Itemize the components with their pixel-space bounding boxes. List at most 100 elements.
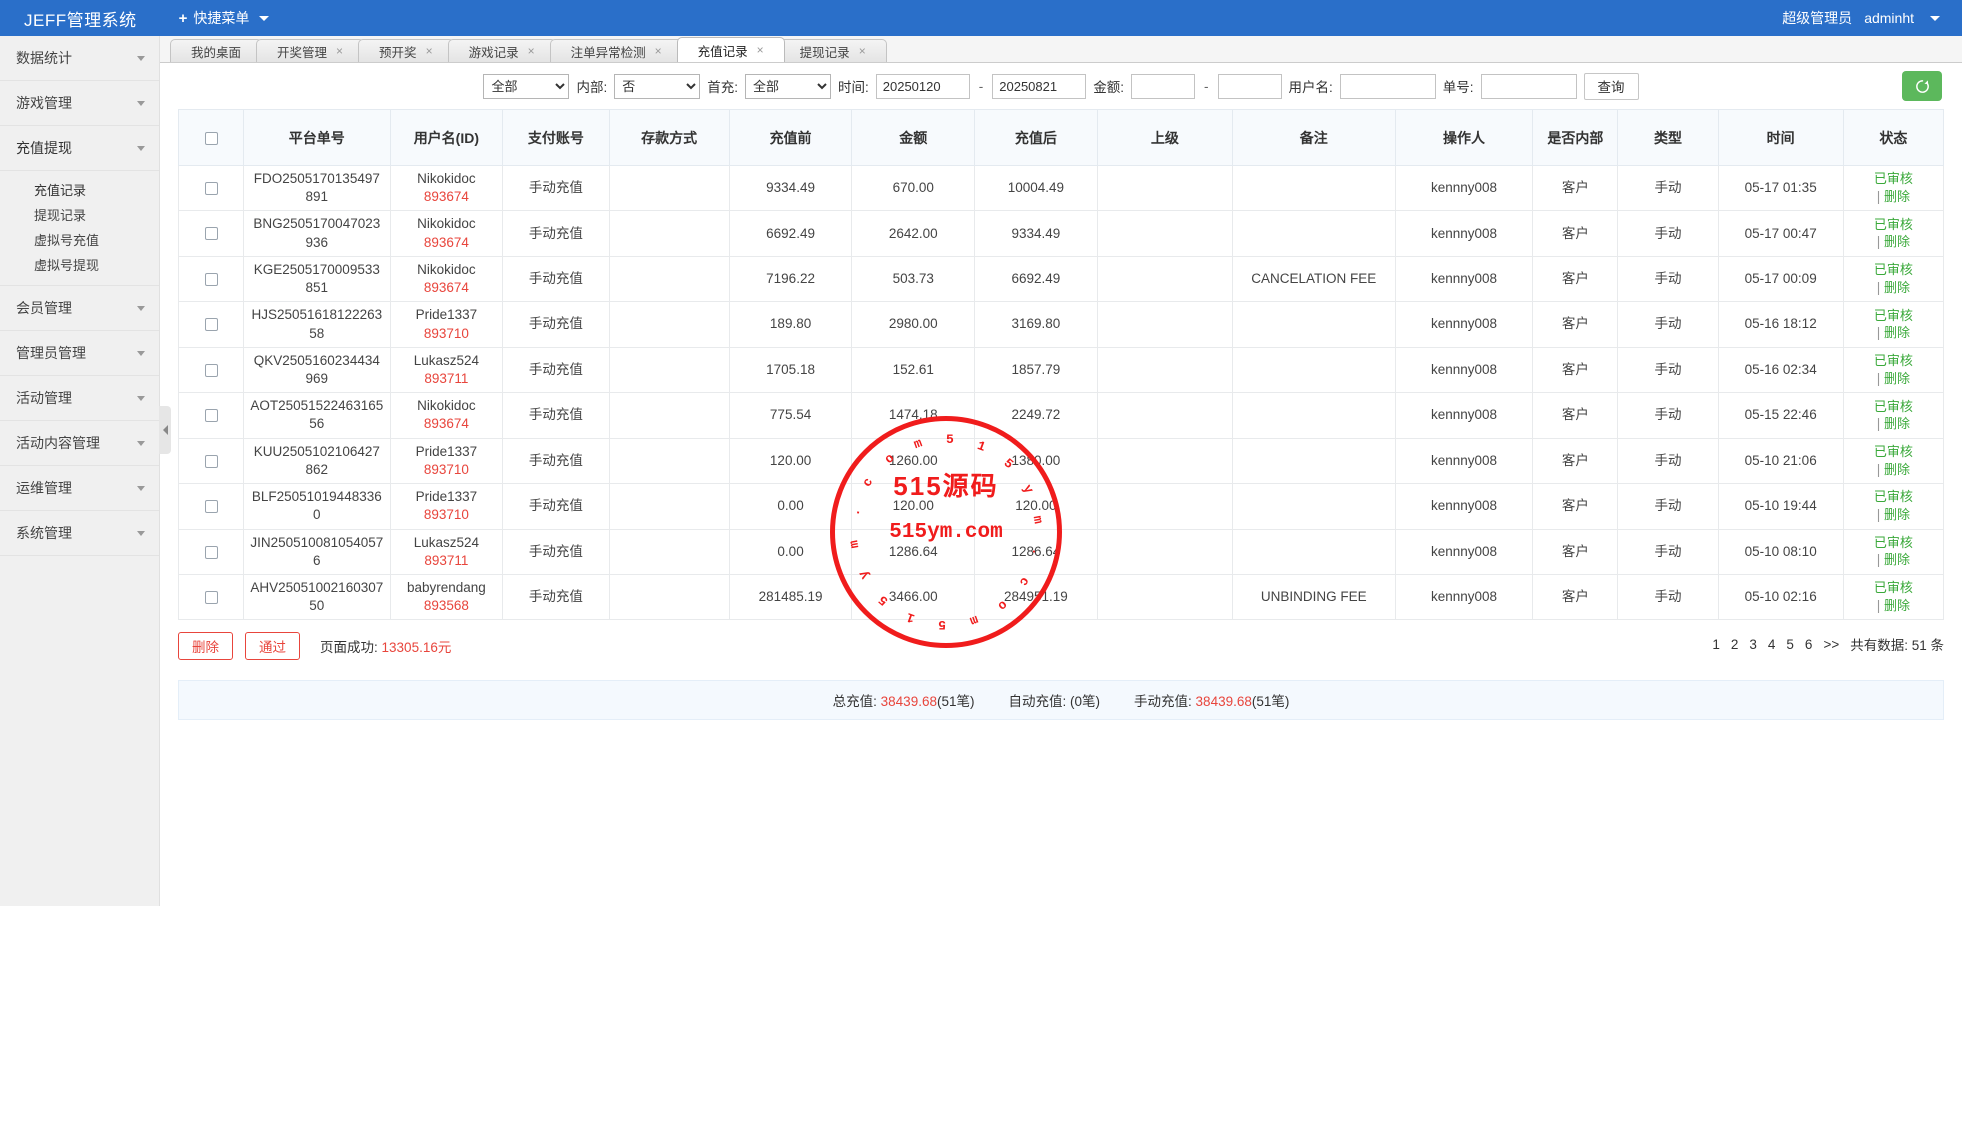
sidebar-item-admin-management[interactable]: 管理员管理: [0, 331, 159, 376]
status-separator: |: [1876, 552, 1884, 568]
page-link-1[interactable]: 1: [1712, 636, 1720, 652]
cell-parent: [1096, 528, 1233, 575]
quick-menu-label: 快捷菜单: [193, 10, 250, 26]
pass-selected-button[interactable]: 通过: [245, 632, 300, 661]
status-approved-link[interactable]: 已审核: [1873, 307, 1913, 323]
time-from-input[interactable]: [875, 73, 970, 99]
sidebar-subitem-virtual-withdraw[interactable]: 虚拟号提现: [34, 258, 100, 273]
row-checkbox[interactable]: [204, 227, 218, 241]
cell-note: [1231, 210, 1396, 257]
quick-menu-button[interactable]: + 快捷菜单: [179, 8, 270, 28]
row-checkbox[interactable]: [204, 182, 218, 196]
page-next-link[interactable]: >>: [1823, 636, 1840, 652]
cell-pay: 手动充值: [502, 346, 610, 394]
sidebar-collapse-handle[interactable]: [159, 406, 171, 454]
cell-note: [1231, 301, 1396, 348]
cell-user: Nikokidoc 893674: [389, 164, 504, 212]
cell-order: AOT2505152246316556: [243, 392, 391, 439]
status-approved-link[interactable]: 已审核: [1873, 171, 1913, 187]
status-approved-link[interactable]: 已审核: [1873, 262, 1913, 278]
sidebar-item-activity-management[interactable]: 活动管理: [0, 376, 159, 421]
row-delete-link[interactable]: 删除: [1884, 416, 1911, 432]
sidebar-item-recharge-withdraw[interactable]: 充值提现: [0, 126, 159, 171]
row-checkbox[interactable]: [204, 454, 218, 468]
delete-selected-button[interactable]: 删除: [178, 632, 233, 661]
cell-note: [1231, 164, 1396, 212]
page-link-4[interactable]: 4: [1767, 636, 1776, 652]
row-delete-link[interactable]: 删除: [1884, 370, 1911, 386]
cell-user: Nikokidoc 893674: [389, 210, 504, 257]
status-approved-link[interactable]: 已审核: [1873, 398, 1913, 414]
cell-status: 已审核 | 删除: [1842, 164, 1945, 212]
tab-3[interactable]: 预开奖 ×: [358, 39, 454, 62]
row-checkbox[interactable]: [204, 409, 218, 423]
sidebar-item-label: 充值提现: [16, 140, 72, 156]
row-delete-link[interactable]: 删除: [1884, 506, 1911, 522]
sidebar-subitem-virtual-recharge[interactable]: 虚拟号充值: [34, 233, 100, 248]
row-checkbox[interactable]: [204, 500, 218, 514]
status-select[interactable]: 全部: [483, 73, 570, 99]
row-delete-link[interactable]: 删除: [1884, 188, 1911, 204]
tab-5[interactable]: 注单异常检测 ×: [549, 39, 683, 62]
sidebar-item-member-management[interactable]: 会员管理: [0, 286, 159, 331]
row-delete-link[interactable]: 删除: [1884, 234, 1911, 250]
page-link-6[interactable]: 6: [1804, 636, 1813, 652]
tab-2[interactable]: 开奖管理 ×: [256, 39, 365, 62]
user-account-menu[interactable]: 超级管理员 adminht: [1782, 0, 1940, 36]
sidebar-item-game-management[interactable]: 游戏管理: [0, 81, 159, 126]
close-icon[interactable]: ×: [858, 44, 866, 58]
tab-7[interactable]: 提现记录 ×: [778, 39, 887, 62]
close-icon[interactable]: ×: [654, 44, 662, 58]
tab-6[interactable]: 充值记录 ×: [676, 37, 785, 62]
cell-note: [1231, 483, 1396, 530]
row-delete-link[interactable]: 删除: [1884, 325, 1911, 341]
first-recharge-select[interactable]: 全部: [744, 73, 831, 99]
close-icon[interactable]: ×: [336, 44, 344, 58]
row-checkbox[interactable]: [204, 590, 218, 604]
time-to-input[interactable]: [992, 73, 1087, 99]
row-delete-link[interactable]: 删除: [1884, 597, 1911, 613]
close-icon[interactable]: ×: [527, 44, 535, 58]
username-input[interactable]: [1339, 73, 1436, 99]
row-checkbox[interactable]: [204, 318, 218, 332]
tab-4[interactable]: 游戏记录 ×: [447, 39, 556, 62]
page-link-3[interactable]: 3: [1749, 636, 1757, 652]
query-button[interactable]: 查询: [1583, 72, 1639, 100]
internal-select[interactable]: 否: [614, 73, 701, 99]
status-approved-link[interactable]: 已审核: [1873, 489, 1913, 505]
sidebar-item-data-stats[interactable]: 数据统计: [0, 36, 159, 81]
row-checkbox[interactable]: [204, 545, 218, 559]
tab-bar: 我的桌面 开奖管理 × 预开奖 × 游戏记录 × 注单异常检测 × 充值记录 × 提现记录 ×: [160, 36, 1962, 63]
sidebar-item-label: 活动内容管理: [16, 435, 100, 451]
status-separator: |: [1876, 279, 1884, 295]
status-delete-group: | 删除: [1850, 415, 1937, 433]
amount-to-input[interactable]: [1217, 73, 1282, 99]
row-checkbox[interactable]: [204, 272, 218, 286]
row-delete-link[interactable]: 删除: [1884, 279, 1911, 295]
cell-user: Nikokidoc 893674: [389, 392, 504, 439]
row-checkbox[interactable]: [204, 363, 218, 377]
auto-recharge-count: (0笔): [1070, 694, 1101, 710]
tab-1[interactable]: 我的桌面: [170, 39, 263, 62]
cell-pay: 手动充值: [502, 210, 610, 257]
amount-from-input[interactable]: [1131, 73, 1196, 99]
sidebar-item-activity-content-management[interactable]: 活动内容管理: [0, 421, 159, 466]
page-link-5[interactable]: 5: [1786, 636, 1794, 652]
close-icon[interactable]: ×: [756, 43, 764, 57]
status-approved-link[interactable]: 已审核: [1873, 216, 1913, 232]
select-all-checkbox[interactable]: [204, 132, 218, 146]
sidebar-item-ops-management[interactable]: 运维管理: [0, 466, 159, 511]
status-approved-link[interactable]: 已审核: [1873, 353, 1913, 369]
status-approved-link[interactable]: 已审核: [1873, 580, 1913, 596]
refresh-button[interactable]: [1902, 71, 1942, 101]
sidebar-item-system-management[interactable]: 系统管理: [0, 511, 159, 556]
status-approved-link[interactable]: 已审核: [1873, 443, 1913, 459]
row-delete-link[interactable]: 删除: [1884, 552, 1911, 568]
row-delete-link[interactable]: 删除: [1884, 461, 1911, 477]
sidebar-subitem-withdraw-records[interactable]: 提现记录: [34, 208, 87, 223]
page-link-2[interactable]: 2: [1730, 636, 1739, 652]
sidebar-subitem-recharge-records[interactable]: 充值记录: [34, 183, 87, 198]
order-input[interactable]: [1480, 73, 1577, 99]
status-approved-link[interactable]: 已审核: [1873, 534, 1913, 550]
close-icon[interactable]: ×: [425, 44, 433, 58]
